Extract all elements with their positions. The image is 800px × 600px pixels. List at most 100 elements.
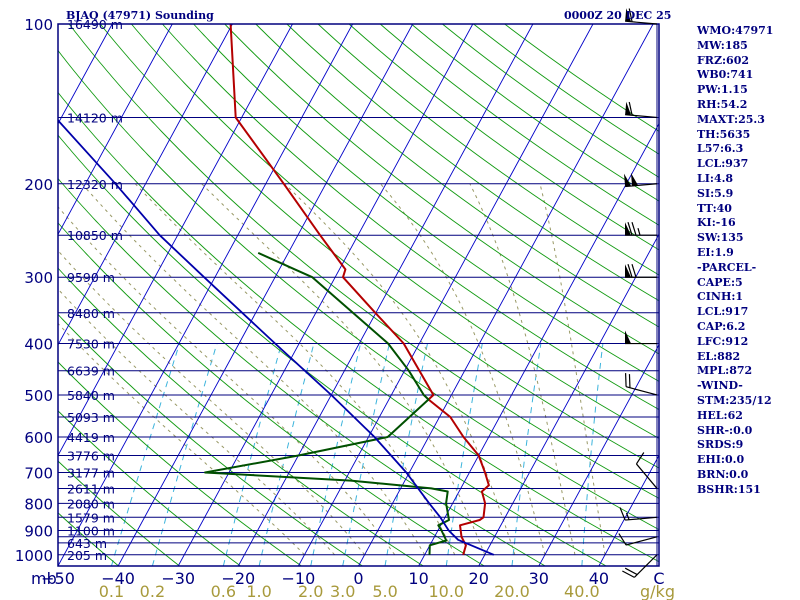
wind-barb-flag — [631, 264, 637, 278]
wind-barb-staff — [625, 386, 658, 396]
wind-barb-flag — [627, 264, 633, 278]
wind-barb-pennant — [623, 173, 632, 187]
wind-barb — [619, 507, 658, 521]
height-label: 3177 m — [67, 466, 115, 481]
pressure-axis-unit: mb — [31, 569, 57, 588]
index-line: WB0:741 — [697, 68, 754, 82]
pressure-label: 900 — [24, 522, 53, 540]
isotherm-line — [478, 233, 659, 566]
index-line: -PARCEL- — [697, 260, 757, 274]
isotherm-line — [58, 24, 353, 566]
index-line: LCL:917 — [697, 305, 749, 319]
wind-barb-staff — [635, 463, 658, 489]
diagram-grid — [0, 24, 659, 566]
isotherm-line — [0, 24, 52, 566]
height-label: 10850 m — [67, 228, 123, 243]
mixing-ratio-line — [384, 343, 428, 566]
mixing-ratio-label: 40.0 — [564, 582, 600, 600]
index-line: EL:882 — [697, 349, 741, 363]
height-label: 5093 m — [67, 410, 115, 425]
mixing-ratio-label: 0.6 — [211, 582, 236, 600]
stability-indices-panel: WMO:47971 MW:185 FRZ:602 WB0:741 PW:1.15 RH:5… — [697, 24, 800, 498]
temperature-tick-label: −20 — [221, 569, 255, 588]
wind-barb — [622, 554, 658, 578]
height-label: 2611 m — [67, 481, 115, 496]
wind-barb-flag — [622, 570, 635, 578]
index-line: WMO:47971 — [697, 24, 774, 37]
dry-adiabat — [255, 24, 659, 328]
wind-barb-staff — [625, 183, 658, 188]
dry-adiabat — [58, 49, 659, 531]
index-line: MPL:872 — [697, 364, 753, 378]
height-label: 3776 m — [67, 448, 115, 463]
isotherm-line — [117, 24, 414, 566]
temperature-tick-label: 0 — [353, 569, 363, 588]
dry-adiabat — [68, 24, 659, 499]
pressure-label: 500 — [24, 387, 53, 405]
wind-barb-flag — [627, 222, 633, 236]
wind-barb-pennant — [625, 264, 631, 278]
dry-adiabat — [131, 24, 659, 439]
index-line: TT:40 — [697, 201, 732, 215]
index-line: L57:6.3 — [697, 142, 744, 156]
mixing-ratio-label: 10.0 — [428, 582, 464, 600]
mixing-ratio-line — [445, 343, 483, 566]
dry-adiabat — [58, 410, 241, 566]
isotherm-line — [58, 24, 233, 346]
index-line: BRN:0.0 — [697, 467, 749, 481]
wind-barb — [635, 452, 658, 489]
index-line: KI:-16 — [697, 216, 736, 230]
wind-barb-half-flag — [637, 228, 641, 236]
wind-barb-pennant — [625, 101, 632, 116]
moist-adiabat — [134, 183, 456, 556]
pressure-label: 800 — [24, 495, 53, 513]
height-label: 8480 m — [67, 306, 115, 321]
wind-barb — [625, 222, 657, 236]
height-label: 643 m — [67, 536, 107, 551]
wind-barb-flag — [628, 8, 633, 22]
valid-time: 0000Z 20 DEC 25 — [564, 9, 672, 22]
isotherm-line — [298, 24, 594, 566]
index-line: CAP:6.2 — [697, 319, 746, 333]
mixing-ratio-label: 0.1 — [99, 582, 124, 600]
wind-barb-flag — [628, 101, 633, 116]
height-label: 6639 m — [67, 364, 115, 379]
moist-adiabat — [284, 183, 516, 555]
temperature-tick-label: −10 — [282, 569, 316, 588]
wind-barb-staff — [625, 516, 658, 521]
mixing-ratio-unit: g/kg — [640, 582, 675, 600]
moist-adiabat — [201, 183, 486, 555]
index-line: SI:5.9 — [697, 186, 734, 200]
height-label: 4419 m — [67, 430, 115, 445]
height-label: 205 m — [67, 548, 107, 563]
wind-barb-half-flag — [625, 512, 630, 520]
index-line: MAXT:25.3 — [697, 112, 765, 126]
wind-barb-staff — [625, 536, 658, 546]
mixing-ratio-label: 1.0 — [246, 582, 271, 600]
index-line: SW:135 — [697, 231, 744, 245]
height-label: 14120 m — [67, 110, 123, 125]
dry-adiabat — [317, 24, 659, 276]
isotherm-line — [418, 122, 659, 566]
dry-adiabat — [473, 24, 659, 155]
dry-adiabat — [58, 91, 659, 563]
mixing-ratio-line — [581, 343, 604, 566]
mixing-ratio-line — [151, 343, 218, 566]
dry-adiabat — [379, 24, 659, 226]
temperature-tick-label: −30 — [161, 569, 195, 588]
height-label: 1100 m — [67, 523, 115, 538]
mixing-ratio-line — [310, 343, 362, 566]
dry-adiabat — [224, 24, 659, 355]
dewpoint-profile — [204, 251, 450, 555]
sounding-profiles — [58, 24, 495, 556]
dry-adiabat — [442, 24, 659, 178]
dry-adiabat — [58, 313, 363, 566]
index-line: HEL:62 — [697, 408, 743, 422]
parcel-path — [58, 119, 495, 556]
moist-adiabat — [539, 183, 606, 555]
temperature-profile — [229, 24, 490, 556]
wind-barb-flag — [624, 567, 638, 576]
index-line: -WIND- — [697, 379, 743, 393]
